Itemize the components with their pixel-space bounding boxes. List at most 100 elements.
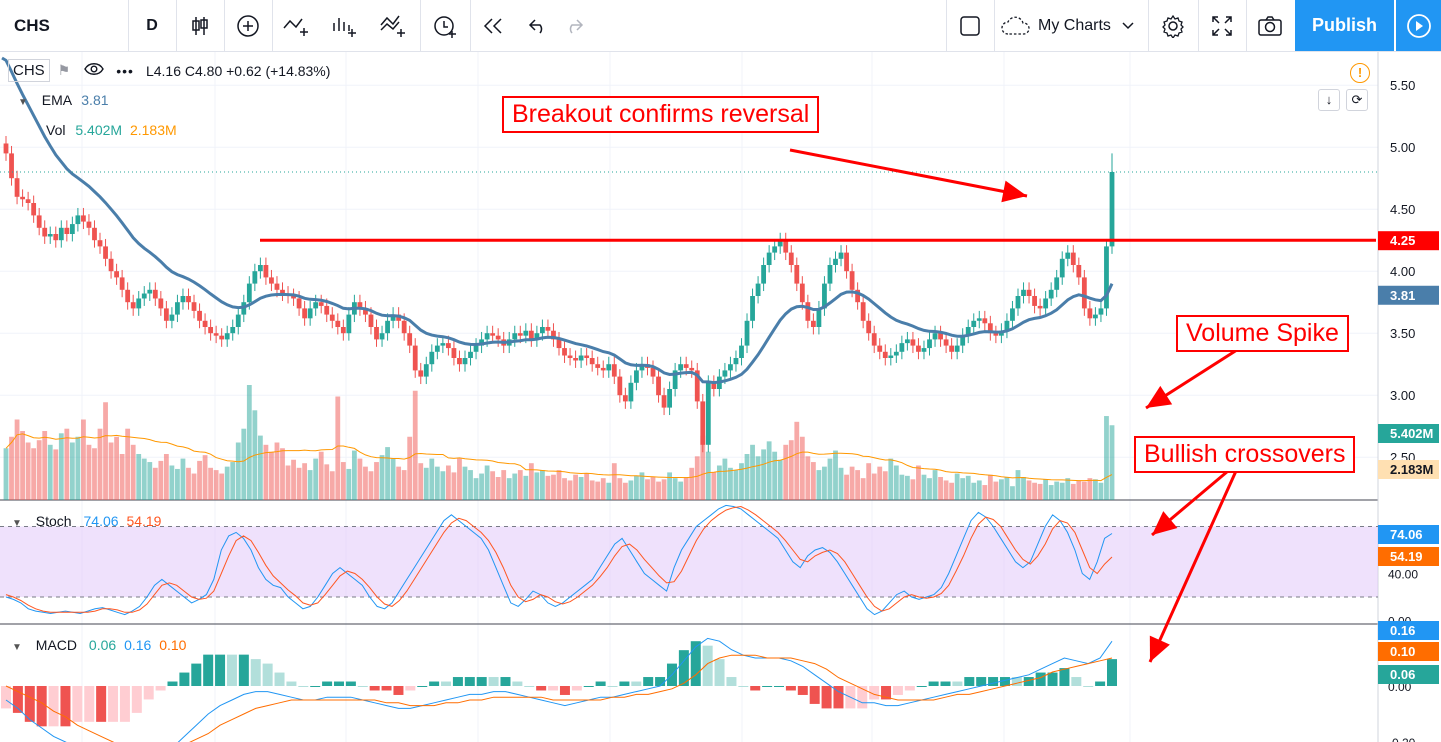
volume-bar — [1098, 482, 1104, 500]
volume-bar — [202, 455, 208, 500]
volume-bar — [197, 460, 202, 500]
candle-body — [230, 327, 236, 334]
volume-bar — [235, 442, 241, 500]
volume-bar — [429, 458, 435, 500]
volume-bar — [64, 428, 70, 500]
volume-bar — [993, 481, 999, 500]
candle-body — [3, 143, 9, 154]
volume-bar — [457, 458, 462, 500]
candle-body — [329, 314, 335, 321]
candle-body — [589, 358, 595, 365]
macd-signal-value: 0.10 — [159, 637, 187, 653]
flag-icon[interactable]: ⚑ — [57, 62, 71, 78]
eye-icon[interactable] — [84, 62, 105, 79]
candle-body — [628, 382, 634, 402]
fullscreen-icon[interactable] — [1200, 0, 1244, 51]
refresh-icon[interactable]: ⟳ — [1346, 89, 1368, 111]
compare-add-icon[interactable] — [226, 0, 270, 51]
more-dots-icon[interactable]: ••• — [116, 62, 134, 79]
arrow-down-icon[interactable]: ↓ — [1318, 89, 1340, 111]
macd-histogram-bar — [72, 686, 83, 722]
macd-hist-price-label-bg — [1378, 665, 1439, 684]
macd-histogram-bar — [809, 686, 820, 704]
warning-icon[interactable]: ! — [1350, 63, 1370, 83]
candle-body — [302, 308, 308, 319]
macd-histogram-bar — [191, 663, 202, 686]
volume-bar — [92, 448, 97, 500]
collapse-chevron-icon[interactable]: ▼ — [12, 518, 22, 529]
settings-gear-icon[interactable] — [1150, 0, 1196, 51]
volume-bar — [999, 479, 1004, 500]
candle-body — [656, 376, 661, 396]
candles-icon[interactable] — [178, 0, 222, 51]
volume-bar — [877, 466, 883, 500]
volume-bar — [1032, 482, 1037, 500]
volume-bar — [960, 478, 966, 500]
macd-histogram-bar — [381, 686, 392, 691]
financials-icon[interactable] — [322, 0, 368, 51]
stoch-k-price-label: 74.06 — [1390, 527, 1423, 542]
collapse-chevron-icon[interactable]: ▼ — [12, 642, 22, 653]
candle-body — [130, 302, 136, 309]
volume-bar — [274, 442, 280, 500]
volume-bar — [285, 465, 291, 500]
price-tick-label: 5.50 — [1390, 78, 1415, 93]
volume-bar — [512, 473, 518, 500]
macd-histogram-bar — [298, 686, 309, 687]
candle-body — [108, 258, 114, 272]
alert-clock-icon[interactable] — [422, 0, 468, 51]
play-icon[interactable] — [1396, 0, 1441, 51]
macd-histogram-bar — [476, 677, 487, 686]
volume-bar — [600, 478, 606, 500]
volume-bar — [280, 448, 285, 500]
legend-symbol[interactable]: CHS — [8, 59, 50, 82]
chart-canvas[interactable]: 5.505.004.504.003.503.002.5040.000.000.0… — [0, 52, 1441, 742]
volume-bar — [899, 474, 905, 500]
candle-body — [1070, 252, 1076, 265]
indicators-icon[interactable] — [274, 0, 320, 51]
candle-body — [158, 298, 164, 309]
candle-body — [1021, 289, 1026, 296]
candle-body — [379, 333, 385, 340]
macd-histogram-bar — [393, 686, 404, 695]
volume-bar — [888, 458, 894, 500]
interval-selector[interactable]: D — [146, 16, 158, 34]
layout-square-icon[interactable] — [948, 0, 992, 51]
volume-bar — [1048, 485, 1054, 500]
macd-histogram-bar — [869, 686, 880, 700]
volume-bar — [656, 481, 661, 500]
macd-histogram-bar — [238, 654, 249, 686]
volume-bar — [1070, 483, 1076, 500]
macd-histogram-bar — [559, 686, 570, 695]
candle-body — [274, 283, 280, 290]
replay-icon[interactable] — [472, 0, 514, 51]
volume-bar — [390, 458, 396, 500]
macd-histogram-bar — [988, 677, 999, 686]
templates-icon[interactable] — [370, 0, 418, 51]
volume-bar — [844, 474, 849, 500]
collapse-chevron-icon[interactable]: ▼ — [18, 97, 28, 108]
candle-body — [407, 333, 413, 346]
volume-bar — [318, 451, 324, 500]
stoch-d-price-label-bg — [1378, 547, 1439, 566]
macd-histogram-bar — [702, 645, 713, 686]
volume-bar — [335, 396, 341, 500]
symbol-search[interactable]: CHS — [14, 15, 50, 35]
candle-body — [97, 240, 103, 247]
candle-body — [191, 302, 197, 311]
volume-bar — [9, 436, 14, 500]
candle-body — [678, 364, 684, 371]
volume-bar — [418, 463, 424, 500]
candle-body — [125, 289, 131, 303]
volume-bar — [866, 463, 872, 500]
volume-bar — [246, 385, 252, 500]
macd-histogram-bar — [750, 686, 761, 691]
candle-body — [827, 265, 833, 284]
candle-body — [224, 333, 230, 340]
camera-icon[interactable] — [1248, 0, 1292, 51]
publish-button[interactable]: Publish — [1295, 0, 1394, 51]
macd-histogram-bar — [999, 677, 1010, 686]
undo-icon[interactable] — [518, 0, 558, 51]
redo-icon[interactable] — [554, 0, 594, 51]
my-charts-menu[interactable]: My Charts — [1000, 0, 1144, 51]
